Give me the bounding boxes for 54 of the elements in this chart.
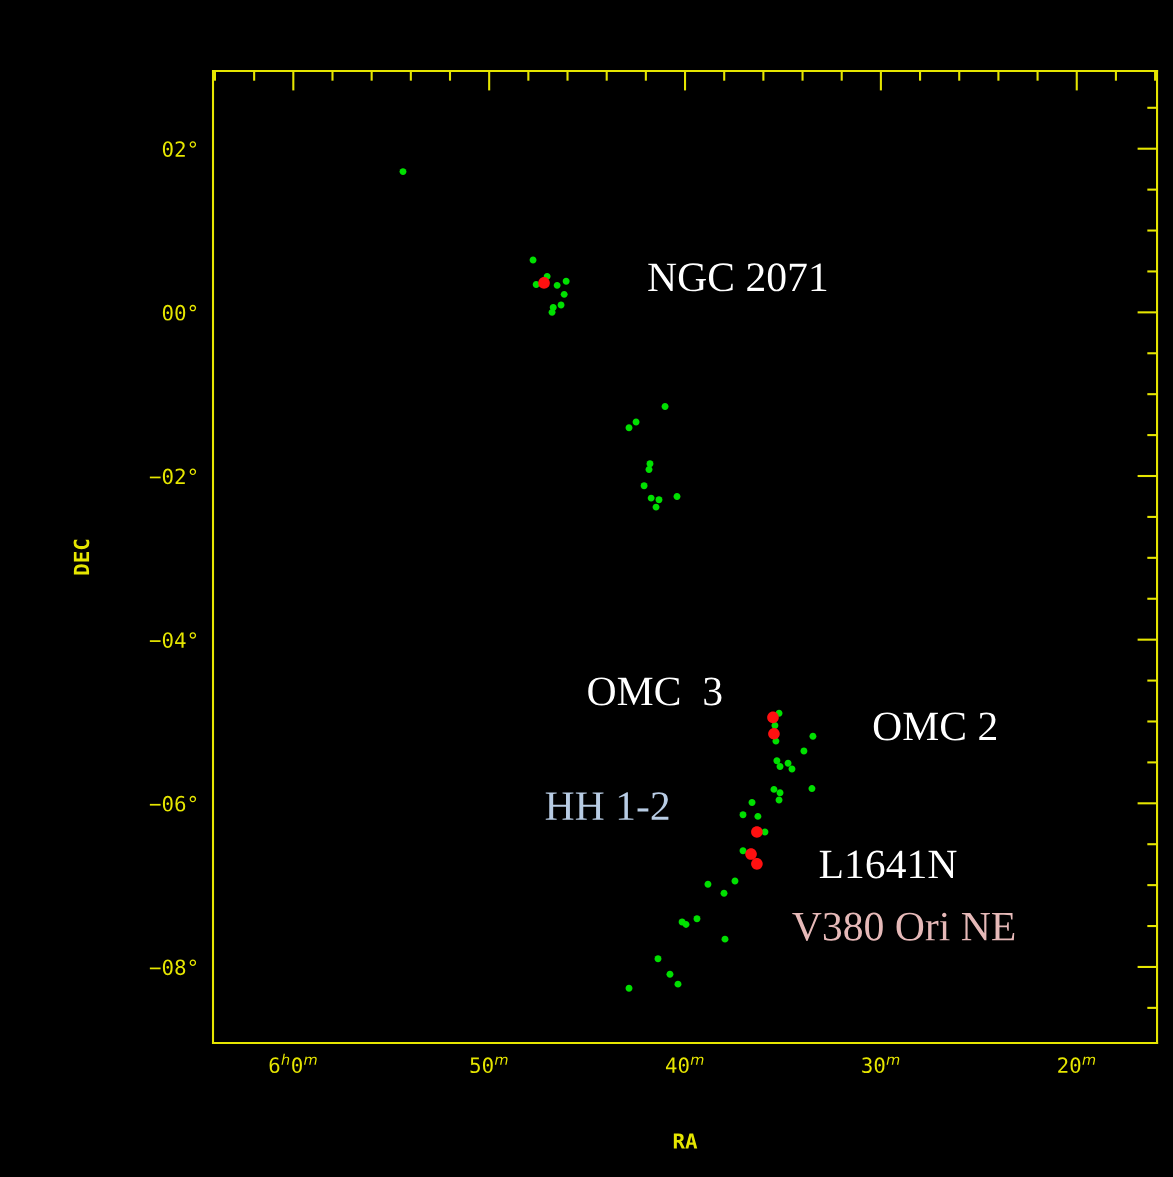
point [625,984,633,992]
y-tick-label: −06° [149,795,197,812]
point [784,759,792,767]
point [751,858,763,870]
y-tick-label: −02° [149,468,197,485]
y-axis-title: DEC [73,539,90,575]
point [640,482,648,490]
point [739,811,747,819]
x-axis-title: RA [673,1133,698,1149]
point [704,880,712,888]
point [654,955,662,963]
annotation: V380 Ori NE [792,912,1015,941]
point [776,763,784,770]
point [693,915,701,923]
y-tick-label: −08° [149,959,197,976]
point [399,168,407,176]
annotation: OMC 2 [873,712,996,741]
y-tick-label: 02° [162,141,197,157]
point [739,847,747,855]
x-tick-label: 50$^{m}$ [470,1056,508,1074]
x-tick-label: 40$^{m}$ [665,1056,704,1074]
point [548,308,556,316]
annotation: OMC 3 [588,677,722,706]
point [655,496,663,504]
point [661,402,669,410]
point [770,785,778,793]
point [673,492,681,500]
point [666,970,674,978]
annotation: L1641N [819,850,957,879]
annotation: NGC 2071 [648,263,827,292]
point [560,290,568,298]
point [776,789,784,797]
point [768,727,780,740]
point [645,465,653,473]
point [538,277,550,289]
point [682,920,690,928]
point [751,826,763,838]
point [754,812,762,820]
point [748,799,756,806]
point [562,277,570,285]
point [745,848,757,860]
y-tick-label: −04° [149,632,197,648]
point [808,785,816,793]
x-tick-label: 20$^{m}$ [1058,1056,1096,1074]
point [553,281,561,289]
point [625,424,633,432]
x-tick-label: 30$^{m}$ [862,1056,900,1074]
point [767,711,779,724]
x-tick-label: 6$^{h}$0$^{m}$ [269,1053,317,1074]
y-tick-label: 00° [162,304,197,321]
point [809,732,817,740]
point [773,757,781,765]
point [720,889,728,897]
annotation: HH 1-2 [545,792,669,820]
